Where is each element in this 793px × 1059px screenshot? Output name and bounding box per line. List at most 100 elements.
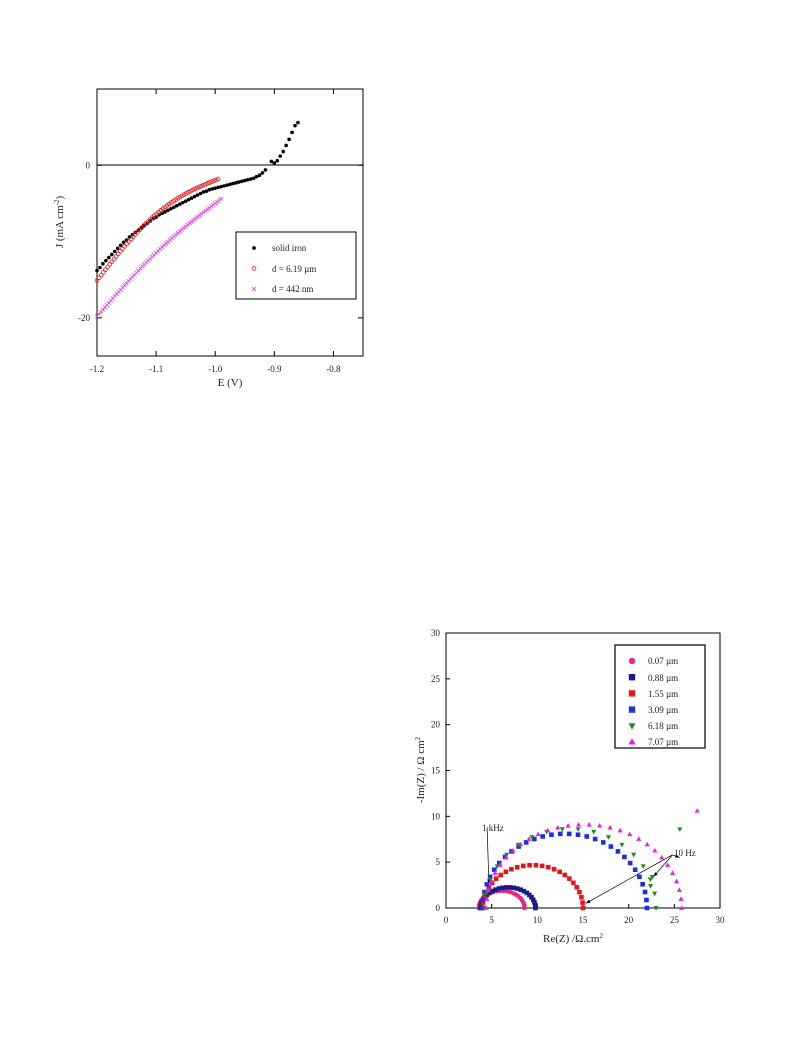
data-point	[240, 179, 244, 184]
data-point	[518, 887, 524, 892]
data-point	[490, 888, 495, 894]
data-point	[194, 185, 200, 191]
legend-marker-7-07-m	[628, 738, 636, 745]
data-point	[580, 905, 586, 911]
data-point	[496, 860, 502, 866]
data-point	[293, 123, 297, 128]
chart2-data	[476, 808, 700, 911]
data-point	[497, 862, 503, 867]
data-point	[118, 243, 123, 248]
data-point	[101, 261, 105, 266]
data-point	[196, 184, 202, 190]
data-point	[652, 847, 658, 853]
data-point	[169, 206, 173, 211]
data-point	[545, 827, 551, 833]
chart1-y-axis-label: J (mA cm-2)	[53, 196, 66, 249]
data-point	[275, 158, 280, 163]
legend-label-0-88: 0.88 µm	[648, 673, 678, 683]
data-point	[180, 200, 185, 205]
data-point	[201, 190, 206, 194]
data-point	[209, 179, 215, 184]
data-point	[503, 869, 509, 875]
data-point	[608, 844, 614, 849]
legend-marker-3-09-m	[628, 706, 636, 713]
data-point	[175, 203, 179, 208]
chart1-data	[94, 120, 300, 319]
data-point	[269, 159, 274, 164]
data-point	[172, 205, 176, 210]
data-point	[483, 905, 489, 910]
data-point	[107, 255, 111, 260]
data-point	[649, 874, 655, 880]
data-point	[640, 864, 646, 870]
legend-marker-0-07-m	[628, 657, 636, 665]
data-point	[607, 824, 613, 830]
data-point	[597, 822, 603, 828]
data-point	[207, 187, 212, 192]
data-point	[478, 902, 484, 908]
data-point	[493, 887, 498, 892]
data-point	[631, 852, 637, 858]
data-point	[576, 821, 582, 827]
data-point	[492, 870, 498, 875]
data-point	[670, 870, 676, 875]
data-point	[483, 891, 489, 897]
chart2-x-axis-label: Re(Z) /Ω.cm2	[543, 932, 603, 945]
data-point	[526, 836, 532, 841]
chart1-x-tick-label: -1.2	[90, 364, 104, 374]
data-point	[207, 180, 212, 185]
data-point	[514, 864, 520, 870]
data-point	[540, 834, 546, 839]
data-point	[198, 191, 203, 196]
data-point	[533, 862, 539, 868]
data-point	[521, 863, 526, 869]
data-point	[498, 872, 504, 878]
data-point	[163, 210, 167, 214]
legend-label-3-09: 3.09 µm	[648, 705, 678, 715]
data-point	[487, 877, 493, 883]
data-point	[195, 193, 200, 197]
series-d-6-19-m	[94, 176, 221, 283]
chart1-x-axis: -1.2 -1.1 -1.0 -0.9 -0.8	[90, 89, 341, 374]
data-point	[109, 252, 114, 257]
data-point	[644, 905, 650, 911]
data-point	[263, 168, 268, 172]
data-point	[566, 831, 572, 837]
data-point	[284, 143, 288, 148]
data-point	[644, 897, 649, 903]
data-point	[636, 836, 642, 841]
chart1-x-tick-label: -0.9	[267, 364, 282, 374]
data-point	[496, 886, 502, 891]
data-point	[530, 897, 536, 903]
chart1-x-tick-label: -1.0	[208, 364, 223, 374]
data-point	[121, 240, 126, 245]
data-point	[213, 186, 218, 190]
data-point	[222, 184, 226, 188]
data-point	[677, 827, 683, 832]
data-point	[211, 178, 217, 184]
data-point	[481, 895, 487, 900]
chart1-x-axis-label: E (V)	[218, 377, 243, 389]
chart1-plot-area: -1.2 -1.1 -1.0 -0.9 -0.8 0 -20	[78, 88, 364, 374]
data-point	[504, 852, 510, 858]
data-point	[575, 827, 581, 832]
data-point	[200, 182, 206, 188]
data-point	[555, 824, 561, 830]
data-point	[296, 120, 300, 125]
data-point	[225, 183, 229, 187]
data-point	[234, 181, 238, 185]
data-point	[648, 884, 654, 889]
chart1-y-tick-label: 0	[86, 160, 91, 170]
data-point	[676, 887, 682, 892]
data-point	[493, 876, 499, 881]
data-point	[192, 186, 198, 192]
data-point	[586, 821, 592, 827]
annotation-1khz: 1 kHz	[482, 823, 504, 833]
series-1-55-m	[480, 862, 586, 911]
data-point	[579, 895, 584, 900]
data-point	[545, 864, 551, 870]
data-point	[205, 181, 210, 186]
chart2-y-axis-label: -Im(Z) / Ω cm2	[414, 736, 427, 803]
data-point	[198, 183, 204, 189]
